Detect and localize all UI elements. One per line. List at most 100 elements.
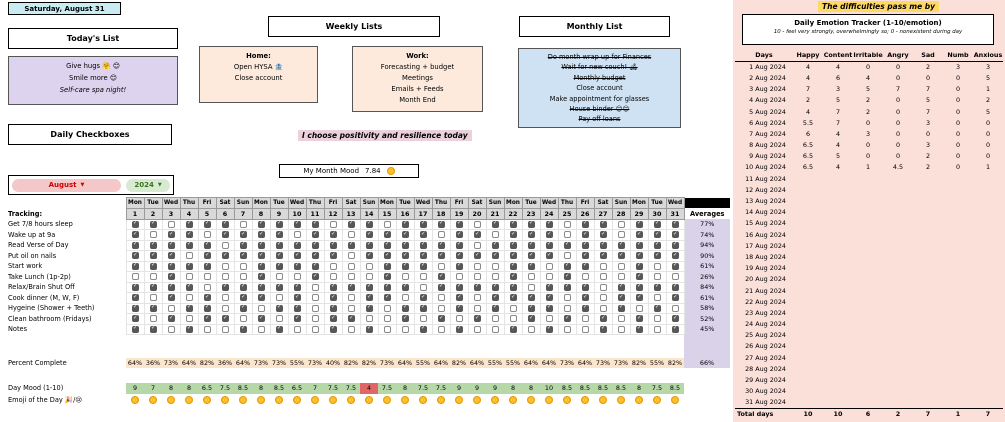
habit-checkbox[interactable] bbox=[599, 231, 607, 239]
habit-checkbox[interactable] bbox=[545, 315, 553, 323]
habit-checkbox[interactable] bbox=[149, 241, 157, 249]
habit-checkbox[interactable] bbox=[617, 273, 625, 281]
habit-checkbox[interactable] bbox=[383, 241, 391, 249]
habit-checkbox[interactable] bbox=[203, 283, 211, 291]
habit-checkbox[interactable] bbox=[545, 241, 553, 249]
habit-checkbox[interactable] bbox=[239, 252, 247, 260]
habit-checkbox[interactable] bbox=[131, 241, 139, 249]
habit-checkbox[interactable] bbox=[149, 262, 157, 270]
habit-checkbox[interactable] bbox=[419, 252, 427, 260]
habit-checkbox[interactable] bbox=[365, 283, 373, 291]
habit-checkbox[interactable] bbox=[617, 283, 625, 291]
habit-checkbox[interactable] bbox=[545, 325, 553, 333]
habit-checkbox[interactable] bbox=[491, 315, 499, 323]
habit-checkbox[interactable] bbox=[653, 315, 661, 323]
habit-checkbox[interactable] bbox=[185, 325, 193, 333]
habit-checkbox[interactable] bbox=[437, 252, 445, 260]
habit-checkbox[interactable] bbox=[509, 283, 517, 291]
habit-checkbox[interactable] bbox=[257, 315, 265, 323]
habit-checkbox[interactable] bbox=[491, 304, 499, 312]
habit-checkbox[interactable] bbox=[365, 273, 373, 281]
habit-checkbox[interactable] bbox=[365, 262, 373, 270]
habit-checkbox[interactable] bbox=[509, 273, 517, 281]
habit-checkbox[interactable] bbox=[491, 252, 499, 260]
habit-checkbox[interactable] bbox=[545, 220, 553, 228]
habit-checkbox[interactable] bbox=[509, 294, 517, 302]
habit-checkbox[interactable] bbox=[491, 231, 499, 239]
habit-checkbox[interactable] bbox=[581, 220, 589, 228]
habit-checkbox[interactable] bbox=[437, 315, 445, 323]
habit-checkbox[interactable] bbox=[203, 325, 211, 333]
habit-checkbox[interactable] bbox=[509, 325, 517, 333]
habit-checkbox[interactable] bbox=[599, 325, 607, 333]
habit-checkbox[interactable] bbox=[527, 325, 535, 333]
habit-checkbox[interactable] bbox=[185, 252, 193, 260]
habit-checkbox[interactable] bbox=[311, 273, 319, 281]
habit-checkbox[interactable] bbox=[131, 304, 139, 312]
habit-checkbox[interactable] bbox=[185, 262, 193, 270]
habit-checkbox[interactable] bbox=[275, 231, 283, 239]
habit-checkbox[interactable] bbox=[527, 273, 535, 281]
habit-checkbox[interactable] bbox=[365, 304, 373, 312]
habit-checkbox[interactable] bbox=[653, 231, 661, 239]
habit-checkbox[interactable] bbox=[329, 304, 337, 312]
habit-checkbox[interactable] bbox=[671, 325, 679, 333]
habit-checkbox[interactable] bbox=[383, 252, 391, 260]
habit-checkbox[interactable] bbox=[419, 315, 427, 323]
habit-checkbox[interactable] bbox=[581, 252, 589, 260]
habit-checkbox[interactable] bbox=[455, 273, 463, 281]
habit-checkbox[interactable] bbox=[545, 283, 553, 291]
habit-checkbox[interactable] bbox=[455, 283, 463, 291]
habit-checkbox[interactable] bbox=[563, 294, 571, 302]
habit-checkbox[interactable] bbox=[563, 273, 571, 281]
habit-checkbox[interactable] bbox=[401, 273, 409, 281]
habit-checkbox[interactable] bbox=[383, 283, 391, 291]
habit-checkbox[interactable] bbox=[473, 262, 481, 270]
habit-checkbox[interactable] bbox=[257, 294, 265, 302]
habit-checkbox[interactable] bbox=[635, 252, 643, 260]
habit-checkbox[interactable] bbox=[401, 262, 409, 270]
habit-checkbox[interactable] bbox=[473, 283, 481, 291]
habit-checkbox[interactable] bbox=[563, 325, 571, 333]
habit-checkbox[interactable] bbox=[671, 294, 679, 302]
habit-checkbox[interactable] bbox=[149, 304, 157, 312]
habit-checkbox[interactable] bbox=[527, 294, 535, 302]
habit-checkbox[interactable] bbox=[383, 220, 391, 228]
habit-checkbox[interactable] bbox=[221, 220, 229, 228]
habit-checkbox[interactable] bbox=[149, 273, 157, 281]
habit-checkbox[interactable] bbox=[167, 252, 175, 260]
habit-checkbox[interactable] bbox=[437, 262, 445, 270]
habit-checkbox[interactable] bbox=[257, 241, 265, 249]
habit-checkbox[interactable] bbox=[617, 231, 625, 239]
habit-checkbox[interactable] bbox=[275, 294, 283, 302]
habit-checkbox[interactable] bbox=[509, 220, 517, 228]
habit-checkbox[interactable] bbox=[563, 262, 571, 270]
habit-checkbox[interactable] bbox=[239, 231, 247, 239]
habit-checkbox[interactable] bbox=[131, 294, 139, 302]
habit-checkbox[interactable] bbox=[365, 241, 373, 249]
habit-checkbox[interactable] bbox=[617, 241, 625, 249]
habit-checkbox[interactable] bbox=[617, 294, 625, 302]
habit-checkbox[interactable] bbox=[365, 294, 373, 302]
habit-checkbox[interactable] bbox=[527, 231, 535, 239]
habit-checkbox[interactable] bbox=[653, 252, 661, 260]
habit-checkbox[interactable] bbox=[185, 220, 193, 228]
habit-checkbox[interactable] bbox=[239, 304, 247, 312]
habit-checkbox[interactable] bbox=[455, 315, 463, 323]
habit-checkbox[interactable] bbox=[293, 220, 301, 228]
habit-checkbox[interactable] bbox=[437, 231, 445, 239]
habit-checkbox[interactable] bbox=[365, 252, 373, 260]
habit-checkbox[interactable] bbox=[419, 283, 427, 291]
habit-checkbox[interactable] bbox=[383, 273, 391, 281]
habit-checkbox[interactable] bbox=[527, 315, 535, 323]
habit-checkbox[interactable] bbox=[131, 231, 139, 239]
habit-checkbox[interactable] bbox=[671, 220, 679, 228]
habit-checkbox[interactable] bbox=[275, 241, 283, 249]
habit-checkbox[interactable] bbox=[419, 294, 427, 302]
habit-checkbox[interactable] bbox=[671, 273, 679, 281]
habit-checkbox[interactable] bbox=[581, 325, 589, 333]
habit-checkbox[interactable] bbox=[167, 294, 175, 302]
habit-checkbox[interactable] bbox=[419, 273, 427, 281]
habit-checkbox[interactable] bbox=[473, 325, 481, 333]
habit-checkbox[interactable] bbox=[167, 315, 175, 323]
